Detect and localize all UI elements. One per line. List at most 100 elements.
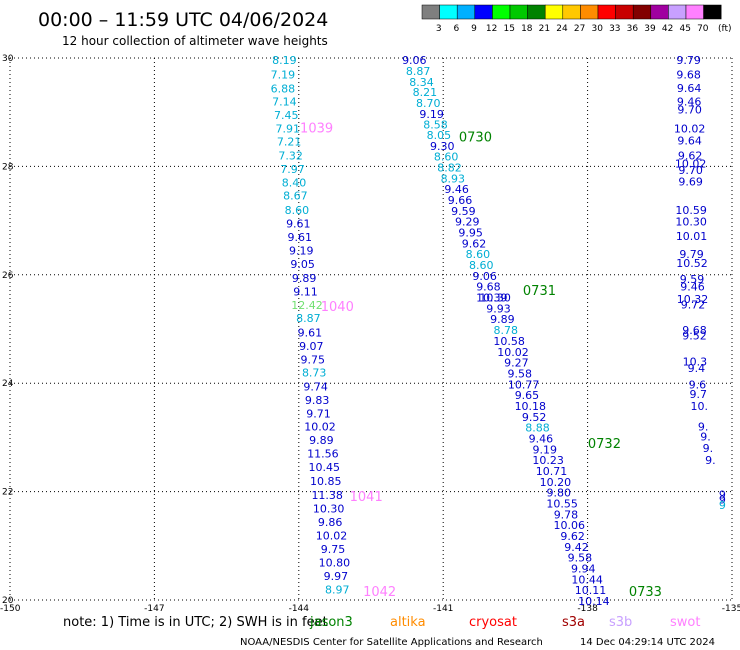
wave-height-value: 9. [700, 430, 711, 443]
legend-swatch [456, 4, 476, 20]
wave-height-value: 9.46 [529, 432, 554, 445]
wave-height-value: 9.06 [402, 54, 427, 67]
wave-height-value: 8.78 [494, 324, 519, 337]
legend-swatch [544, 4, 564, 20]
wave-height-value: 9.72 [681, 299, 706, 312]
legend-swatch [615, 4, 634, 20]
legend-swatch [580, 4, 599, 20]
wave-height-value: 9.83 [305, 394, 330, 407]
wave-height-value: 9.79 [679, 248, 704, 261]
lon-tick-label: -141 [433, 604, 453, 614]
wave-height-value: 9 [719, 488, 726, 501]
map-grid [9, 57, 733, 601]
wave-height-value: 9.89 [292, 272, 317, 285]
wave-height-value: 9. [705, 454, 716, 467]
wave-height-value: 9.19 [289, 244, 314, 257]
legend-swatch [492, 4, 511, 20]
legend-unit: (ft) [718, 24, 732, 34]
legend-swatch [439, 4, 458, 20]
wave-height-value: 9.06 [472, 270, 497, 283]
pass-time-label: 0731 [523, 284, 556, 299]
wave-height-value: 9.89 [490, 313, 515, 326]
wave-height-value: 7.14 [272, 95, 297, 108]
wave-height-value: 9.59 [451, 205, 476, 218]
lat-tick-label: 28 [2, 162, 14, 172]
sat-label-s3b: s3b [609, 615, 632, 630]
wave-height-value: 9.59 [680, 273, 705, 286]
color-legend: (ft) 3 6 9 12 15 18 21 24 27 30 33 36 39 42 45 70 [421, 4, 732, 34]
wave-height-value: 9.89 [309, 434, 334, 447]
wave-height-value: 9.94 [571, 563, 596, 576]
map-title: 00:00 – 11:59 UTC 04/06/2024 [38, 9, 328, 31]
wave-height-value: 9.61 [286, 217, 311, 230]
wave-height-value: 8.70 [416, 97, 441, 110]
wave-height-value: 10.80 [319, 557, 351, 570]
wave-height-value: 9.7 [690, 388, 708, 401]
footer-credit: NOAA/NESDIS Center for Satellite Applica… [240, 637, 543, 648]
wave-height-value: 6.88 [271, 82, 296, 95]
lat-tick-label: 22 [2, 488, 13, 498]
wave-height-value: 11.38 [311, 489, 343, 502]
legend-label: 3 [436, 24, 442, 34]
wave-height-value: 10.58 [493, 335, 525, 348]
wave-height-value: 8.60 [434, 151, 459, 164]
wave-height-value: 9.79 [676, 54, 701, 67]
wave-height-value: 10.3 [683, 356, 708, 369]
lon-tick-label: -144 [289, 604, 310, 614]
wave-height-value: 8.40 [282, 177, 307, 190]
legend-label: 15 [503, 24, 514, 34]
wave-height-value: 10.55 [546, 498, 578, 511]
wave-height-value: 9.27 [504, 357, 529, 370]
wave-height-value: 10.30 [479, 292, 511, 305]
footer-timestamp: 14 Dec 04:29:14 UTC 2024 [580, 637, 715, 648]
lat-tick-label: 26 [2, 271, 14, 281]
wave-height-value: 9.46 [677, 95, 702, 108]
wave-height-value: 7.45 [274, 109, 299, 122]
wave-height-value: 10.18 [515, 400, 547, 413]
legend-swatch [474, 4, 493, 20]
legend-label: 39 [644, 24, 656, 34]
wave-height-value: 9.62 [560, 530, 585, 543]
legend-label: 27 [574, 24, 585, 34]
lon-tick-label: -138 [577, 604, 598, 614]
legend-swatch [562, 4, 581, 20]
wave-height-value: 9.62 [462, 237, 487, 250]
wave-height-value: 9.71 [306, 408, 331, 421]
wave-height-value: 11.56 [307, 448, 339, 461]
legend-label: 45 [679, 24, 690, 34]
wave-height-value: 9.75 [301, 353, 326, 366]
wave-height-value: 10.52 [676, 257, 708, 270]
legend-label: 30 [591, 24, 603, 34]
wave-height-value: 9.64 [677, 134, 702, 147]
legend-swatch [509, 4, 528, 20]
wave-height-value: 9.64 [677, 82, 702, 95]
wave-height-value: 9.42 [564, 541, 589, 554]
wave-height-value: 10.02 [304, 421, 336, 434]
wave-height-value: 9.46 [680, 281, 705, 294]
wave-height-value: 10.30 [313, 502, 345, 515]
wave-height-value: 10.39 [476, 292, 508, 305]
wave-height-value: 9.65 [515, 389, 540, 402]
legend-label: 33 [609, 24, 620, 34]
wave-height-value: 7.91 [275, 122, 300, 135]
wave-height-value: 9.61 [288, 231, 313, 244]
wave-height-value: 9.68 [682, 324, 707, 337]
sat-label-s3a: s3a [562, 615, 585, 630]
wave-height-value: 9.68 [676, 68, 701, 81]
wave-height-value: 10.02 [674, 122, 706, 135]
wave-height-value: 8.19 [272, 54, 297, 67]
legend-swatch [650, 4, 669, 20]
wave-height-value: 12.42 [291, 299, 323, 312]
wave-height-value: 9.46 [444, 183, 469, 196]
wave-height-value: 8.60 [469, 259, 494, 272]
wave-height-value: 10.02 [675, 158, 707, 171]
sat-label-cryosat: cryosat [469, 615, 517, 630]
legend-label: 6 [454, 24, 460, 34]
wave-height-value: 9.86 [318, 516, 343, 529]
legend-swatch [421, 4, 440, 20]
wave-height-value: 10.02 [497, 346, 529, 359]
wave-height-value: 9.30 [430, 140, 455, 153]
wave-height-value: 10.01 [676, 230, 708, 243]
wave-height-value: 10.02 [316, 530, 348, 543]
